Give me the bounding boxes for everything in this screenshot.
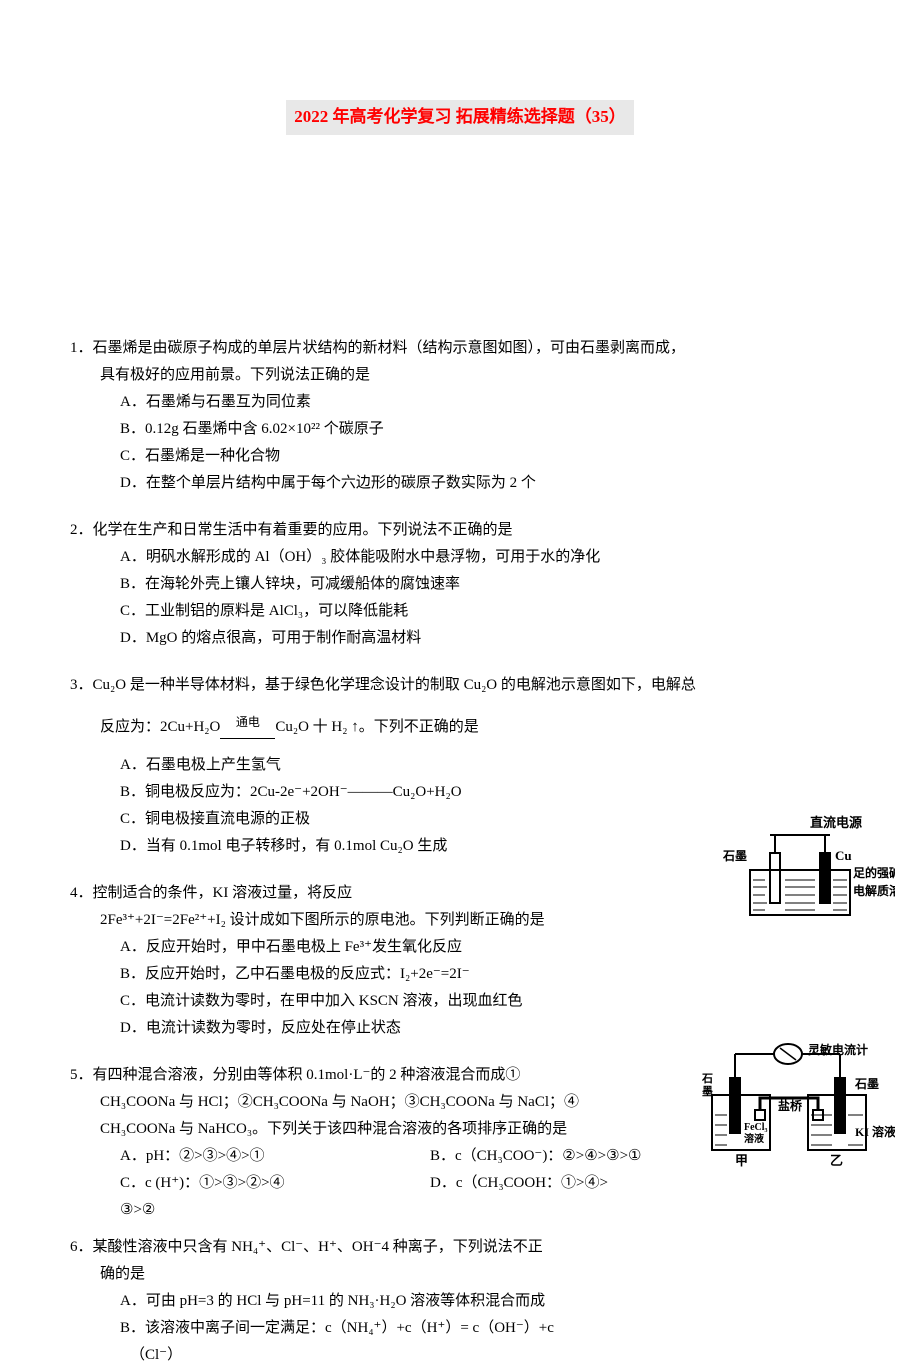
q5-option-a: A．pH：②>③>④>① bbox=[120, 1143, 430, 1170]
q2-option-a: A．明矾水解形成的 Al（OH）₃ 胶体能吸附水中悬浮物，可用于水的净化 bbox=[70, 544, 850, 571]
d1-label-electrolyte: 电解质溶液 bbox=[853, 883, 895, 898]
galvanic-svg: 灵敏电流计 石 墨 石墨 盐桥 FeCl₃ 溶液 KI 溶液 甲 乙 bbox=[700, 1040, 895, 1190]
d1-label-graphite: 石墨 bbox=[722, 849, 747, 863]
question-1: 1．石墨烯是由碳原子构成的单层片状结构的新材料（结构示意图如图），可由石墨剥离而… bbox=[70, 335, 850, 497]
q3-option-a: A．石墨电极上产生氢气 bbox=[70, 752, 850, 779]
diagram-galvanic: 灵敏电流计 石 墨 石墨 盐桥 FeCl₃ 溶液 KI 溶液 甲 乙 bbox=[700, 1040, 895, 1198]
q1-option-b: B．0.12g 石墨烯中含 6.02×10²² 个碳原子 bbox=[70, 416, 850, 443]
question-2: 2．化学在生产和日常生活中有着重要的应用。下列说法不正确的是 A．明矾水解形成的… bbox=[70, 517, 850, 652]
q5-option-c: C．c (H⁺)：①>③>②>④ bbox=[120, 1170, 430, 1197]
q5-options-row1: A．pH：②>③>④>① B．c（CH₃COO⁻)：②>④>③>① bbox=[70, 1143, 650, 1170]
q5-stem3: CH₃COONa 与 NaHCO₃。下列关于该四种混合溶液的各项排序正确的是 bbox=[70, 1116, 650, 1143]
q3-stem: 3．Cu₂O 是一种半导体材料，基于绿色化学理念设计的制取 Cu₂O 的电解池示… bbox=[70, 672, 850, 699]
q6-option-b-cont: （Cl⁻） bbox=[70, 1342, 650, 1369]
q2-stem: 2．化学在生产和日常生活中有着重要的应用。下列说法不正确的是 bbox=[70, 517, 850, 544]
q1-stem-line2: 具有极好的应用前景。下列说法正确的是 bbox=[70, 362, 850, 389]
q6-option-a: A．可由 pH=3 的 HCl 与 pH=11 的 NH₃·H₂O 溶液等体积混… bbox=[70, 1288, 650, 1315]
d2-label-yi: 乙 bbox=[830, 1153, 843, 1168]
diagram-electrolysis: 直流电源 石墨 Cu 足的强碱性 电解质溶液 bbox=[715, 815, 895, 953]
q2-option-c: C．工业制铝的原料是 AlCl₃，可以降低能耗 bbox=[70, 598, 850, 625]
q5-stem2: CH₃COONa 与 HCl；②CH₃COONa 与 NaOH；③CH₃COON… bbox=[70, 1089, 650, 1116]
q1-option-d: D．在整个单层片结构中属于每个六边形的碳原子数实际为 2 个 bbox=[70, 470, 850, 497]
q3-condition: 通电 bbox=[236, 715, 260, 729]
d1-label-cu: Cu bbox=[835, 848, 852, 863]
q4-option-b: B．反应开始时，乙中石墨电极的反应式：I₂+2e⁻=2I⁻ bbox=[70, 961, 850, 988]
d2-label-graphite-left: 石 bbox=[701, 1072, 713, 1085]
q4-option-d: D．电流计读数为零时，反应处在停止状态 bbox=[70, 1015, 850, 1042]
q6-stem2: 确的是 bbox=[70, 1261, 650, 1288]
d1-label-alkaline: 足的强碱性 bbox=[853, 865, 895, 880]
q6-option-b: B．该溶液中离子间一定满足：c（NH₄⁺）+c（H⁺）= c（OH⁻）+c bbox=[70, 1315, 650, 1342]
d2-label-graphite-right: 石墨 bbox=[854, 1077, 879, 1091]
q1-stem-line1: 1．石墨烯是由碳原子构成的单层片状结构的新材料（结构示意图如图），可由石墨剥离而… bbox=[70, 335, 850, 362]
title-wrapper: 2022 年高考化学复习 拓展精练选择题（35） bbox=[70, 100, 850, 235]
q6-stem1: 6．某酸性溶液中只含有 NH₄⁺、Cl⁻、H⁺、OH⁻4 种离子，下列说法不正 bbox=[70, 1234, 650, 1261]
q3-reaction-post: Cu₂O 十 H₂ ↑。下列不正确的是 bbox=[275, 719, 478, 735]
question-6: 6．某酸性溶液中只含有 NH₄⁺、Cl⁻、H⁺、OH⁻4 种离子，下列说法不正 … bbox=[70, 1234, 650, 1369]
q3-reaction: 反应为：2Cu+H₂O 通电 Cu₂O 十 H₂ ↑。下列不正确的是 bbox=[70, 714, 850, 742]
page-title: 2022 年高考化学复习 拓展精练选择题（35） bbox=[286, 100, 634, 135]
q1-option-a: A．石墨烯与石墨互为同位素 bbox=[70, 389, 850, 416]
q5-option-d: D．c（CH₃COOH：①>④> bbox=[430, 1170, 650, 1197]
d2-label-jia: 甲 bbox=[735, 1153, 748, 1168]
q3-option-b: B．铜电极反应为：2Cu-2e⁻+2OH⁻———Cu₂O+H₂O bbox=[70, 779, 850, 806]
q5-stem1: 5．有四种混合溶液，分别由等体积 0.1mol·L⁻的 2 种溶液混合而成① bbox=[70, 1062, 650, 1089]
d2-label-bridge: 盐桥 bbox=[778, 1098, 803, 1113]
q5-option-d-cont: ③>② bbox=[70, 1197, 650, 1224]
q2-option-b: B．在海轮外壳上镶人锌块，可减缓船体的腐蚀速率 bbox=[70, 571, 850, 598]
reaction-arrow: 通电 bbox=[220, 711, 275, 739]
d2-label-ki: KI 溶液 bbox=[855, 1124, 895, 1139]
question-5: 5．有四种混合溶液，分别由等体积 0.1mol·L⁻的 2 种溶液混合而成① C… bbox=[70, 1062, 650, 1224]
q2-option-d: D．MgO 的熔点很高，可用于制作耐高温材料 bbox=[70, 625, 850, 652]
q1-option-c: C．石墨烯是一种化合物 bbox=[70, 443, 850, 470]
d2-label-fecl3: FeCl₃ bbox=[744, 1122, 768, 1133]
q5-option-b: B．c（CH₃COO⁻)：②>④>③>① bbox=[430, 1143, 650, 1170]
q5-options-row2: C．c (H⁺)：①>③>②>④ D．c（CH₃COOH：①>④> bbox=[70, 1170, 650, 1197]
d2-label-solution: 溶液 bbox=[744, 1132, 764, 1145]
q3-reaction-pre: 反应为：2Cu+H₂O bbox=[100, 719, 220, 735]
d1-label-top: 直流电源 bbox=[810, 815, 862, 830]
electrolysis-svg: 直流电源 石墨 Cu 足的强碱性 电解质溶液 bbox=[715, 815, 895, 945]
q4-option-c: C．电流计读数为零时，在甲中加入 KSCN 溶液，出现血红色 bbox=[70, 988, 850, 1015]
